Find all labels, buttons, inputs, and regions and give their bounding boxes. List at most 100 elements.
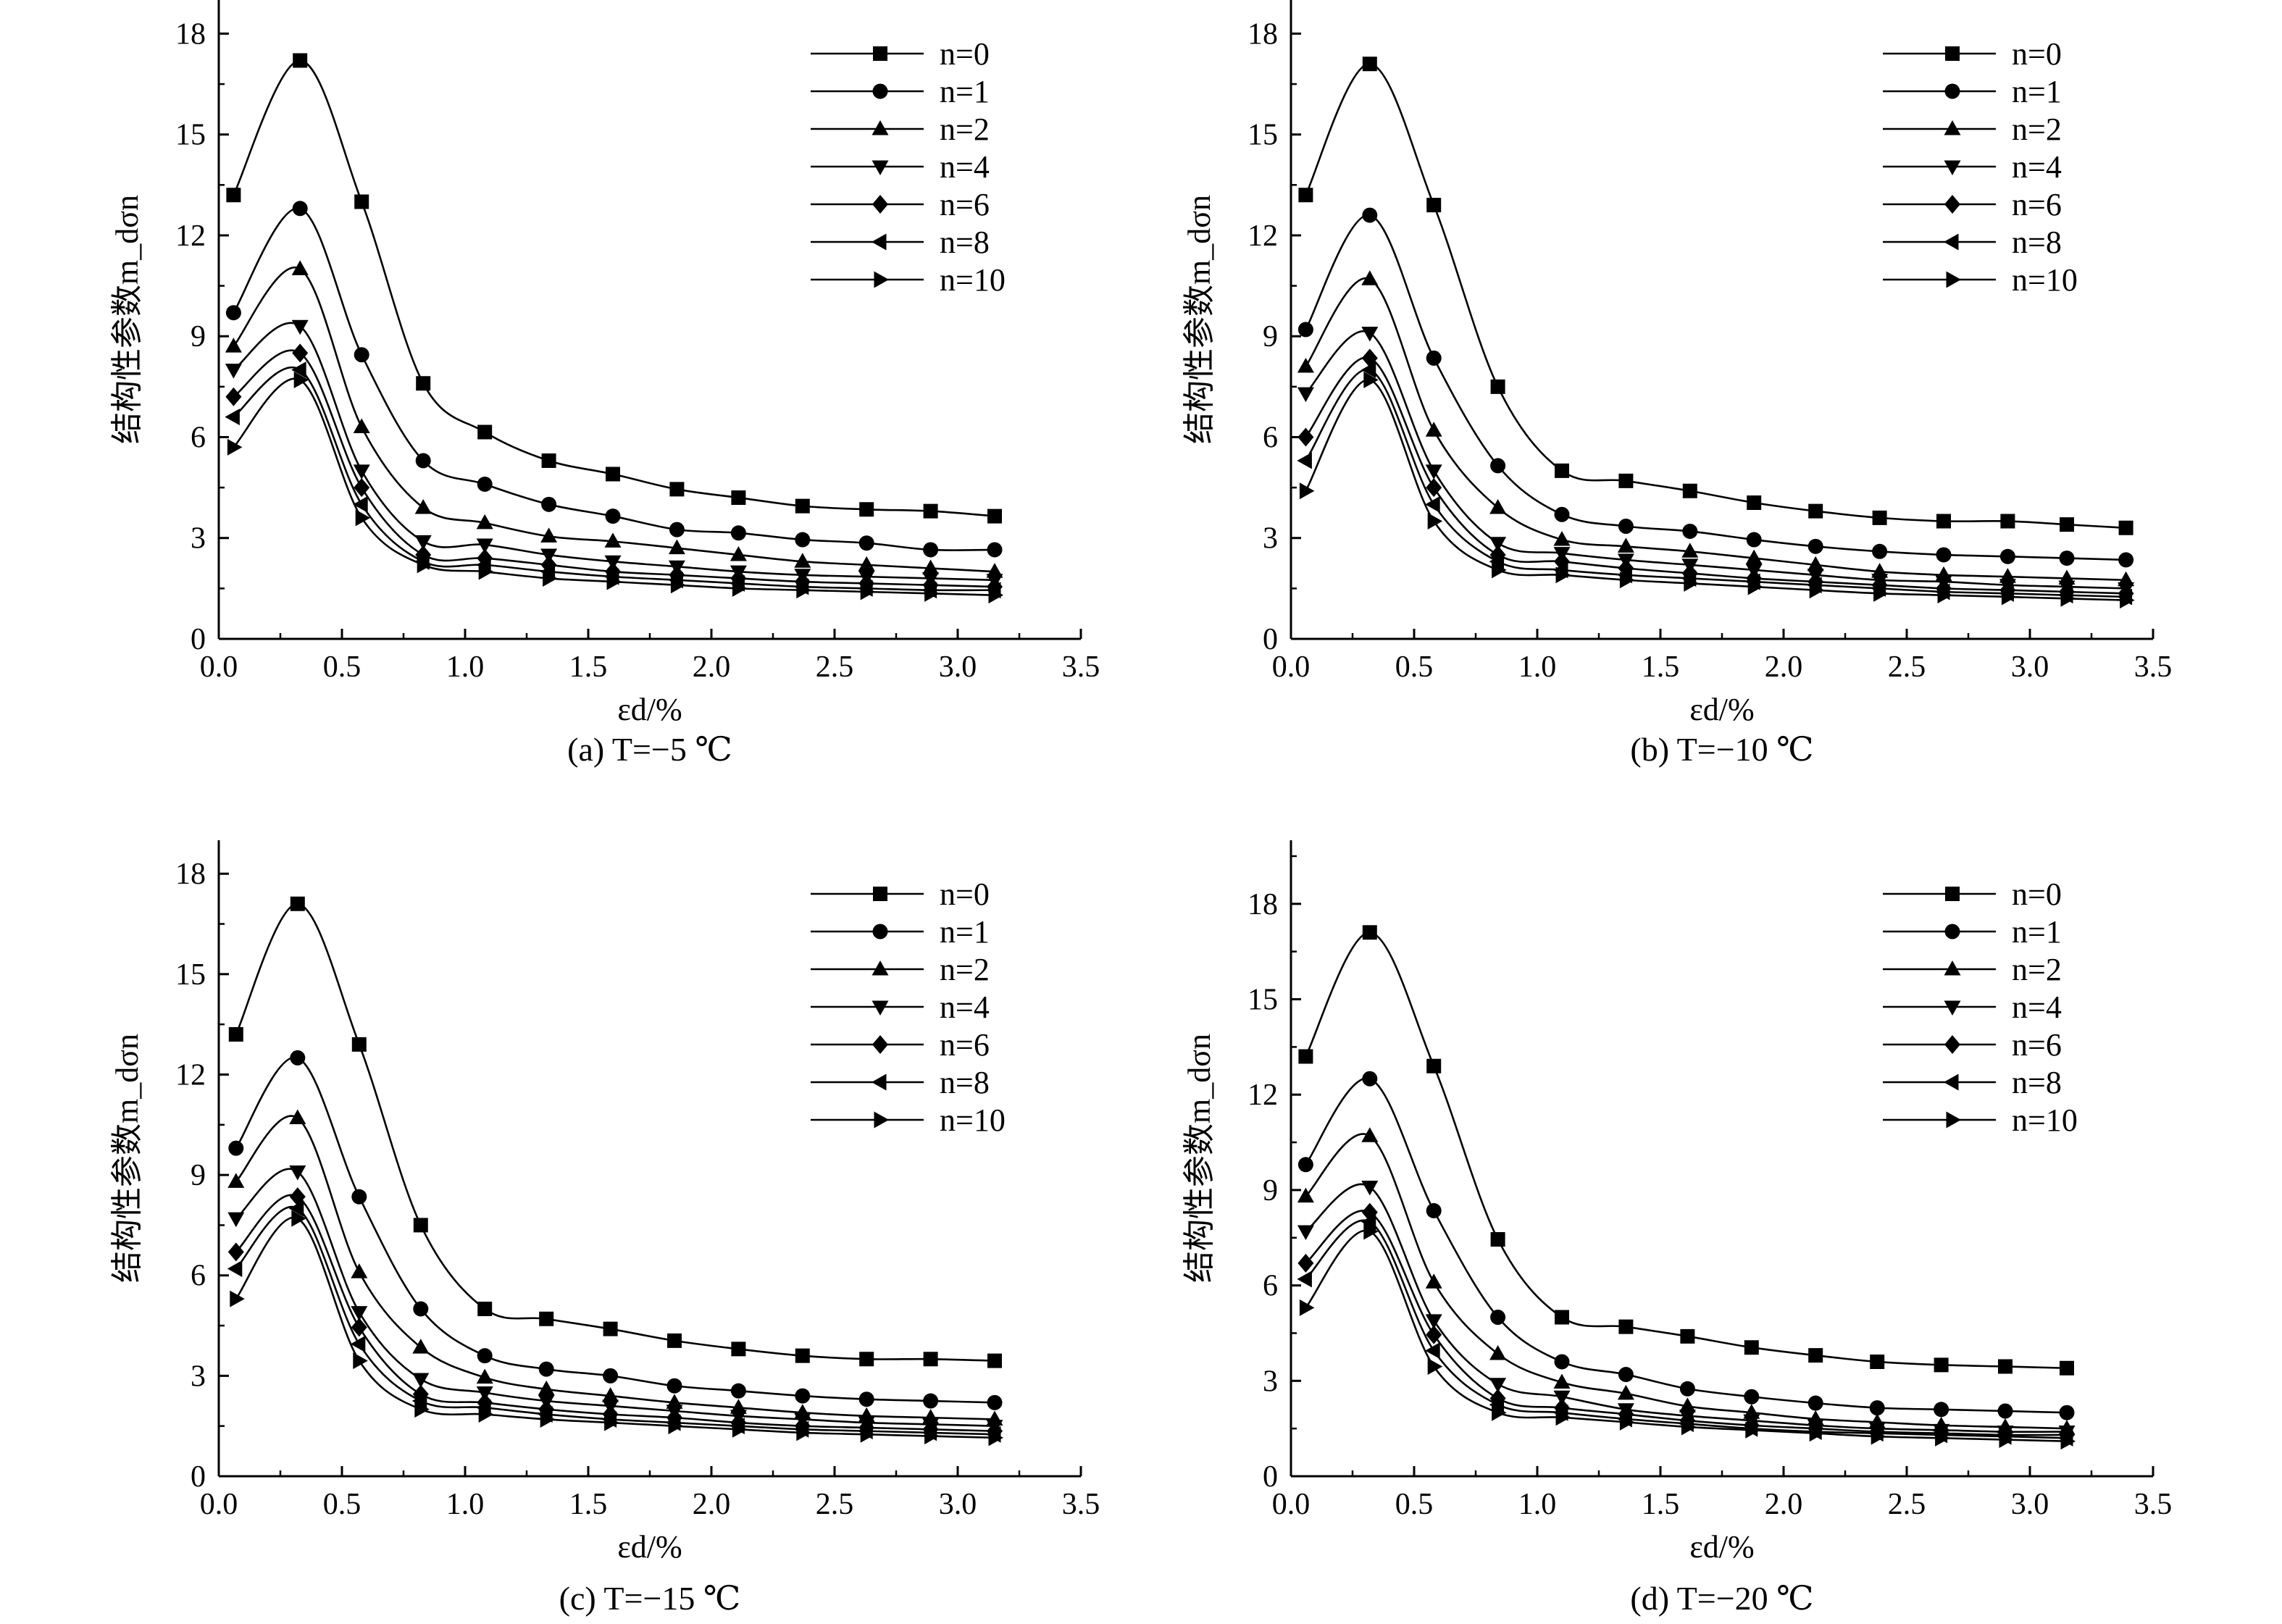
data-point — [1617, 1384, 1634, 1400]
data-point — [226, 188, 241, 203]
data-point — [350, 1335, 366, 1352]
data-point — [1362, 56, 1377, 72]
series-line — [1305, 932, 2068, 1370]
data-point — [1553, 1390, 1571, 1406]
data-point — [1426, 1325, 1442, 1344]
data-point — [292, 343, 309, 363]
legend-item: n=4 — [1883, 149, 2062, 185]
data-point — [1492, 1404, 1507, 1421]
data-point — [1297, 1157, 1313, 1173]
x-tick-label: 0.5 — [1395, 650, 1434, 684]
data-point — [1869, 1400, 1885, 1416]
legend-label: n=6 — [2012, 187, 2062, 222]
data-point — [478, 1406, 494, 1423]
data-point — [860, 1426, 876, 1443]
legend-marker — [873, 46, 887, 61]
series-n-10 — [1299, 1223, 2076, 1450]
data-point — [1297, 387, 1314, 403]
data-point — [1555, 463, 1569, 478]
y-tick-label: 6 — [1263, 421, 1278, 454]
data-point — [1934, 1357, 1949, 1373]
data-point — [412, 1339, 430, 1354]
legend-marker — [872, 1000, 889, 1016]
legend-marker — [1944, 1073, 1959, 1091]
series-line — [235, 1115, 995, 1420]
x-tick-label: 3.0 — [939, 1488, 977, 1521]
x-tick-label: 2.5 — [816, 1488, 854, 1521]
data-point — [351, 1263, 368, 1278]
legend-label: n=10 — [2012, 262, 2078, 298]
data-point — [476, 514, 493, 530]
data-point — [1744, 1389, 1760, 1405]
data-point — [1489, 498, 1507, 514]
data-point — [1619, 572, 1635, 589]
data-point — [539, 1311, 554, 1326]
data-point — [1681, 1418, 1697, 1436]
y-tick-label: 9 — [191, 1159, 206, 1192]
data-point — [795, 498, 810, 514]
legend-item: n=10 — [811, 1102, 1006, 1138]
data-point — [415, 453, 431, 469]
legend-marker — [1944, 120, 1961, 135]
y-axis-title: 结构性参数m_dσn — [1182, 195, 1217, 444]
series-n-1 — [1297, 207, 2134, 568]
legend-item: n=4 — [811, 989, 990, 1025]
x-tick-label: 0.0 — [200, 1488, 238, 1521]
y-tick-label: 3 — [191, 1360, 206, 1393]
data-point — [1682, 523, 1698, 539]
data-point — [289, 1165, 306, 1181]
x-tick-label: 2.0 — [693, 1488, 731, 1521]
y-tick-label: 12 — [175, 1058, 206, 1092]
data-point — [1426, 350, 1442, 366]
legend: n=0n=1n=2n=4n=6n=8n=10 — [811, 36, 1006, 298]
legend-label: n=1 — [2012, 74, 2062, 109]
data-point — [1555, 566, 1571, 584]
data-point — [1747, 578, 1763, 595]
data-point — [1297, 1187, 1314, 1203]
data-point — [1361, 327, 1379, 342]
data-point — [1490, 379, 1505, 394]
legend-marker — [872, 233, 887, 251]
data-point — [923, 542, 939, 558]
y-tick-label: 3 — [1263, 522, 1278, 556]
data-point — [414, 1401, 430, 1418]
data-point — [225, 409, 240, 426]
axes: 0.0 0.5 1.0 1.5 2.0 2.5 3.0 3.5 0 3 6 9 12 15 18 εd/% 结构… — [109, 840, 1100, 1565]
data-point — [1297, 357, 1314, 373]
data-point — [414, 498, 432, 514]
data-point — [860, 583, 876, 600]
data-point — [1425, 495, 1440, 513]
x-tick-label: 1.5 — [1642, 650, 1680, 684]
series-line — [1305, 214, 2126, 561]
series-n-6 — [225, 343, 1003, 597]
data-point — [353, 464, 370, 480]
data-point — [1298, 188, 1313, 203]
data-point — [227, 1260, 243, 1277]
data-point — [1490, 1231, 1505, 1247]
series-n-10 — [1299, 372, 2135, 609]
y-axis-title: 结构性参数m_dσn — [109, 195, 145, 444]
panel-d: 0.0 0.5 1.0 1.5 2.0 2.5 3.0 3.5 0 3 6 9 12 15 18 εd/% 结构… — [1182, 840, 2172, 1617]
legend-label: n=2 — [2012, 112, 2062, 147]
data-point — [1554, 1354, 1570, 1370]
legend-marker — [872, 195, 888, 214]
series-n-1 — [228, 1050, 1003, 1410]
data-point — [1618, 473, 1634, 488]
legend-item: n=8 — [811, 1065, 990, 1100]
data-point — [1297, 1253, 1314, 1273]
data-point — [538, 1361, 554, 1377]
legend-marker — [874, 1111, 889, 1129]
data-point — [604, 532, 622, 548]
legend-marker — [1944, 960, 1961, 976]
data-point — [1363, 372, 1379, 389]
y-tick-label: 18 — [1247, 888, 1278, 921]
data-point — [858, 535, 874, 551]
y-tick-label: 12 — [1247, 219, 1278, 253]
x-tick-label: 2.5 — [1888, 1488, 1926, 1521]
y-tick-label: 3 — [1263, 1365, 1278, 1398]
data-point — [668, 539, 685, 555]
legend-item: n=6 — [1883, 1027, 2062, 1063]
legend-label: n=2 — [940, 112, 990, 147]
x-tick-label: 2.0 — [1765, 1488, 1803, 1521]
x-tick-label: 2.5 — [1888, 650, 1926, 684]
